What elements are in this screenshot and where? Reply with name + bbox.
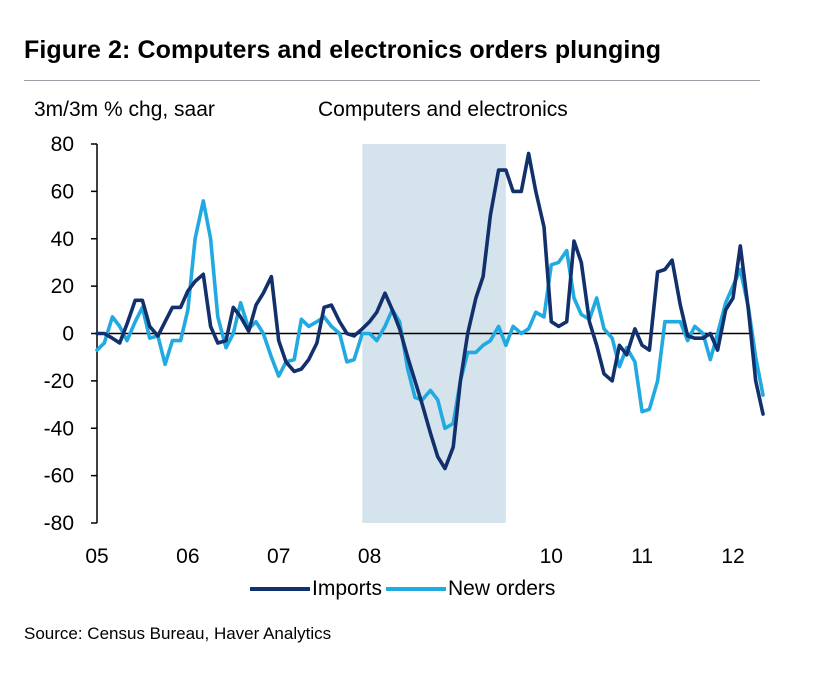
x-tick-label: 08 xyxy=(358,545,381,568)
x-tick-label: 06 xyxy=(176,545,199,568)
y-tick-label: -40 xyxy=(44,417,74,440)
x-tick-label: 10 xyxy=(540,545,563,568)
legend-item-imports: Imports xyxy=(250,577,382,601)
y-tick-label: 40 xyxy=(51,228,74,251)
title-divider xyxy=(24,80,760,81)
legend-swatch-new-orders xyxy=(386,587,447,591)
y-tick-label: 60 xyxy=(51,180,74,203)
legend-label-imports: Imports xyxy=(312,577,383,600)
x-tick-label: 07 xyxy=(267,545,290,568)
y-tick-label: 20 xyxy=(51,275,74,298)
chart-subtitle: Computers and electronics xyxy=(318,98,568,121)
x-tick-label: 12 xyxy=(721,545,744,568)
y-axis-label: 3m/3m % chg, saar xyxy=(34,98,215,121)
legend: Imports New orders xyxy=(250,574,559,604)
y-tick-label: 80 xyxy=(51,133,74,156)
y-tick-label: -20 xyxy=(44,370,74,393)
y-tick-label: 0 xyxy=(62,323,74,346)
x-tick-label: 05 xyxy=(85,545,108,568)
y-tick-label: -80 xyxy=(44,512,74,535)
legend-item-new-orders: New orders xyxy=(386,577,555,601)
source-note: Source: Census Bureau, Haver Analytics xyxy=(24,624,332,643)
y-tick-label: -60 xyxy=(44,465,74,488)
series-line-new-orders xyxy=(95,199,765,431)
legend-label-new-orders: New orders xyxy=(448,577,556,600)
legend-swatch-imports xyxy=(250,587,310,591)
x-tick-label: 11 xyxy=(631,545,653,568)
figure-title: Figure 2: Computers and electronics orde… xyxy=(24,36,662,64)
series-line-imports xyxy=(95,151,765,471)
